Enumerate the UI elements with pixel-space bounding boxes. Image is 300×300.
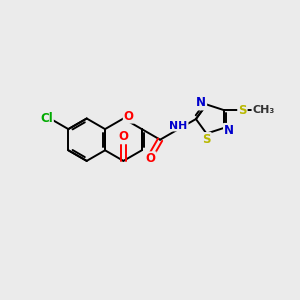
Text: CH₃: CH₃ [253,105,275,115]
Text: Cl: Cl [40,112,53,125]
Text: O: O [124,110,134,123]
Text: O: O [146,152,156,165]
Text: NH: NH [169,121,188,130]
Text: N: N [224,124,234,137]
Text: S: S [238,103,247,116]
Text: S: S [202,133,211,146]
Text: N: N [196,97,206,110]
Text: O: O [118,130,128,143]
